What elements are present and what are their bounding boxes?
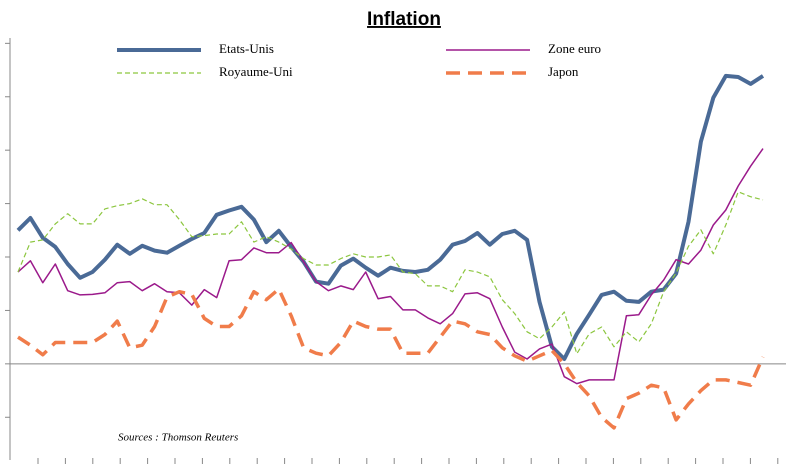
series-line [17,191,764,355]
legend-label: Zone euro [548,41,601,56]
series-line [17,148,764,385]
chart-title: Inflation [367,9,441,30]
legend-label: Royaume-Uni [219,64,293,79]
source-note: Sources : Thomson Reuters [118,432,238,444]
legend-label: Japon [548,64,579,79]
legend-label: Etats-Unis [219,41,274,56]
series-line [17,287,765,430]
series-line [16,73,765,361]
